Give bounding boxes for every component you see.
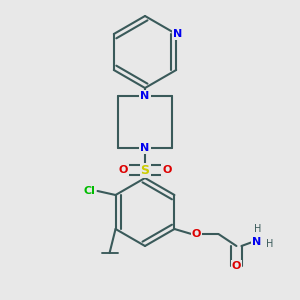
Text: H: H <box>266 239 273 249</box>
Text: N: N <box>252 237 261 247</box>
Text: N: N <box>172 29 182 39</box>
Text: H: H <box>254 224 261 234</box>
Text: Cl: Cl <box>84 186 95 196</box>
Text: N: N <box>140 143 150 153</box>
Text: S: S <box>140 164 149 176</box>
Text: O: O <box>232 261 241 271</box>
Text: N: N <box>140 91 150 101</box>
Text: O: O <box>118 165 128 175</box>
Text: O: O <box>192 229 201 239</box>
Text: O: O <box>162 165 172 175</box>
